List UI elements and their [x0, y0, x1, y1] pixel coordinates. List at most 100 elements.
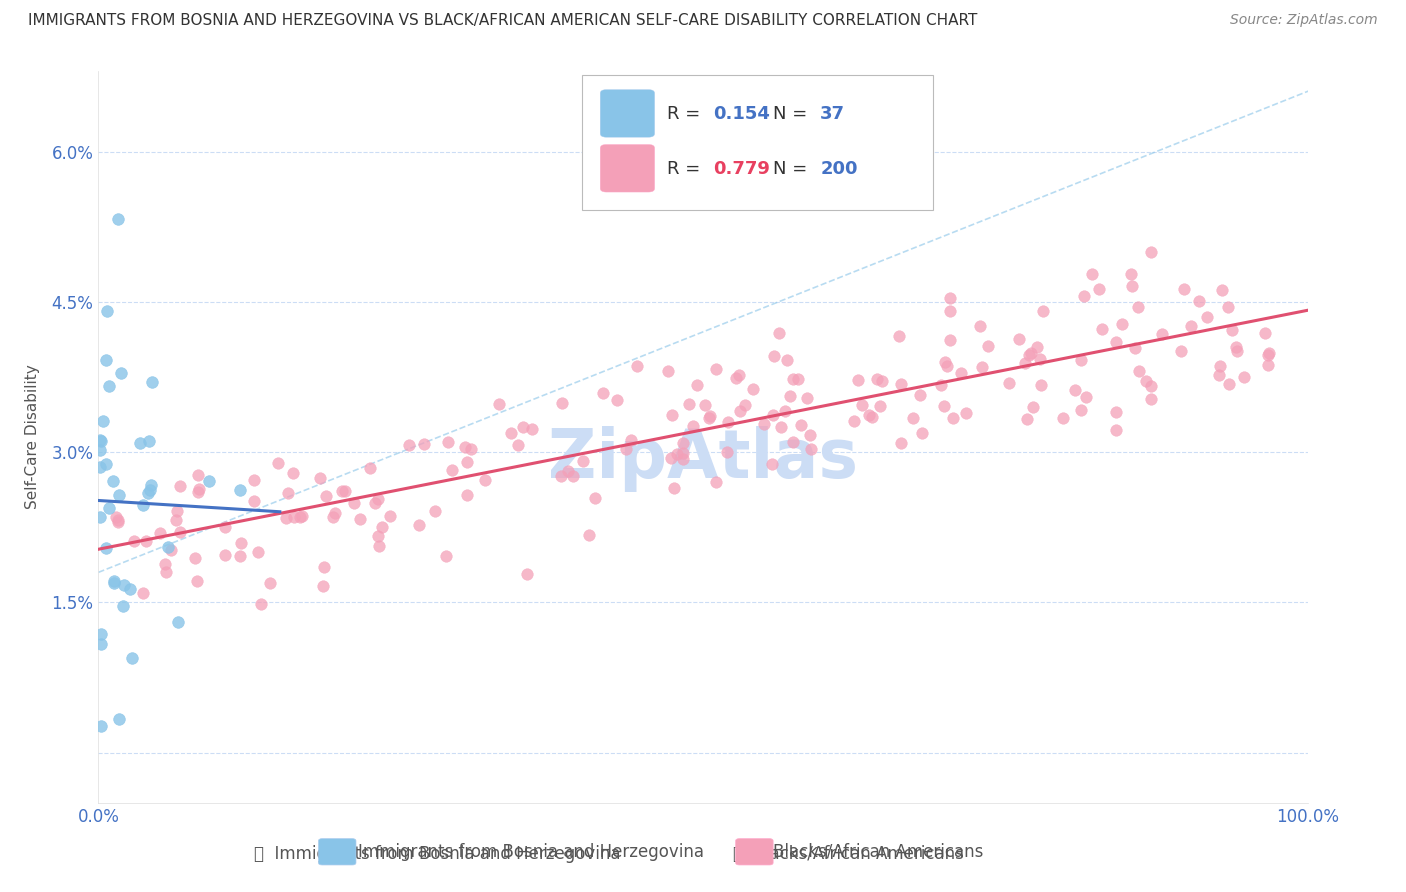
Point	[1197, 310, 1219, 325]
Point	[699, 409, 721, 424]
Point	[135, 533, 157, 548]
Point	[107, 512, 129, 526]
Point	[782, 371, 804, 385]
Text: ⬜  Immigrants from Bosnia and Herzegovina: ⬜ Immigrants from Bosnia and Herzegovina	[253, 845, 620, 863]
Point	[890, 435, 912, 450]
Point	[1015, 412, 1038, 426]
Point	[89, 434, 111, 448]
Point	[423, 504, 446, 518]
Point	[775, 404, 797, 418]
Point	[214, 519, 236, 533]
Point	[562, 468, 585, 483]
Point	[664, 481, 686, 495]
Text: IMMIGRANTS FROM BOSNIA AND HERZEGOVINA VS BLACK/AFRICAN AMERICAN SELF-CARE DISAB: IMMIGRANTS FROM BOSNIA AND HERZEGOVINA V…	[28, 13, 977, 29]
Point	[187, 483, 209, 497]
Point	[247, 545, 270, 559]
Point	[149, 526, 172, 541]
Point	[768, 326, 790, 341]
Point	[166, 504, 188, 518]
Point	[323, 506, 346, 520]
Point	[141, 375, 163, 389]
Point	[94, 352, 117, 367]
Point	[592, 386, 614, 401]
Point	[846, 373, 869, 387]
Point	[277, 485, 299, 500]
Point	[865, 372, 887, 386]
Point	[165, 513, 187, 527]
Point	[474, 473, 496, 487]
Point	[1121, 278, 1143, 293]
Point	[693, 398, 716, 412]
Point	[89, 442, 111, 457]
Point	[776, 352, 799, 367]
Point	[844, 414, 866, 428]
Point	[96, 303, 118, 318]
Point	[911, 425, 934, 440]
Point	[938, 291, 960, 305]
Point	[717, 415, 740, 429]
Point	[1140, 379, 1163, 393]
Point	[1173, 282, 1195, 296]
Point	[626, 359, 648, 373]
Point	[322, 510, 344, 524]
Point	[89, 509, 111, 524]
Point	[288, 509, 311, 524]
Point	[90, 719, 112, 733]
Text: Source: ZipAtlas.com: Source: ZipAtlas.com	[1230, 13, 1378, 28]
Point	[97, 500, 120, 515]
Point	[308, 471, 330, 485]
Point	[1257, 348, 1279, 362]
Point	[1126, 300, 1149, 314]
Point	[368, 539, 391, 553]
Point	[312, 579, 335, 593]
Text: R =: R =	[666, 160, 706, 178]
Point	[761, 457, 783, 471]
Point	[1105, 423, 1128, 437]
Point	[678, 397, 700, 411]
Point	[1008, 332, 1031, 346]
Text: ⬜  Blacks/African Americans: ⬜ Blacks/African Americans	[733, 845, 963, 863]
Point	[229, 549, 252, 563]
Point	[228, 483, 250, 497]
Point	[488, 397, 510, 411]
Point	[939, 333, 962, 347]
Point	[1032, 303, 1054, 318]
Point	[557, 464, 579, 478]
Point	[169, 525, 191, 540]
Point	[1105, 335, 1128, 350]
Point	[1226, 343, 1249, 358]
Point	[1063, 384, 1085, 398]
Point	[110, 366, 132, 380]
Point	[1070, 403, 1092, 417]
Point	[169, 478, 191, 492]
Point	[367, 529, 389, 543]
Point	[141, 478, 163, 492]
Point	[761, 408, 783, 422]
Point	[153, 557, 176, 571]
Point	[1074, 390, 1097, 404]
Point	[103, 576, 125, 591]
Point	[1052, 411, 1074, 425]
Point	[998, 376, 1021, 390]
Point	[578, 527, 600, 541]
Point	[869, 399, 891, 413]
Point	[101, 474, 124, 488]
Point	[1123, 342, 1146, 356]
Point	[1208, 368, 1230, 383]
Point	[408, 518, 430, 533]
Point	[616, 442, 638, 456]
Point	[1128, 364, 1150, 378]
Point	[315, 490, 337, 504]
Point	[955, 406, 977, 420]
Text: 200: 200	[820, 160, 858, 178]
Point	[132, 498, 155, 512]
Point	[118, 582, 141, 597]
Point	[107, 516, 129, 530]
Point	[138, 434, 160, 448]
Point	[456, 455, 478, 469]
Point	[1119, 268, 1142, 282]
Point	[90, 434, 112, 449]
Point	[939, 304, 962, 318]
Point	[934, 355, 956, 369]
Point	[243, 494, 266, 508]
